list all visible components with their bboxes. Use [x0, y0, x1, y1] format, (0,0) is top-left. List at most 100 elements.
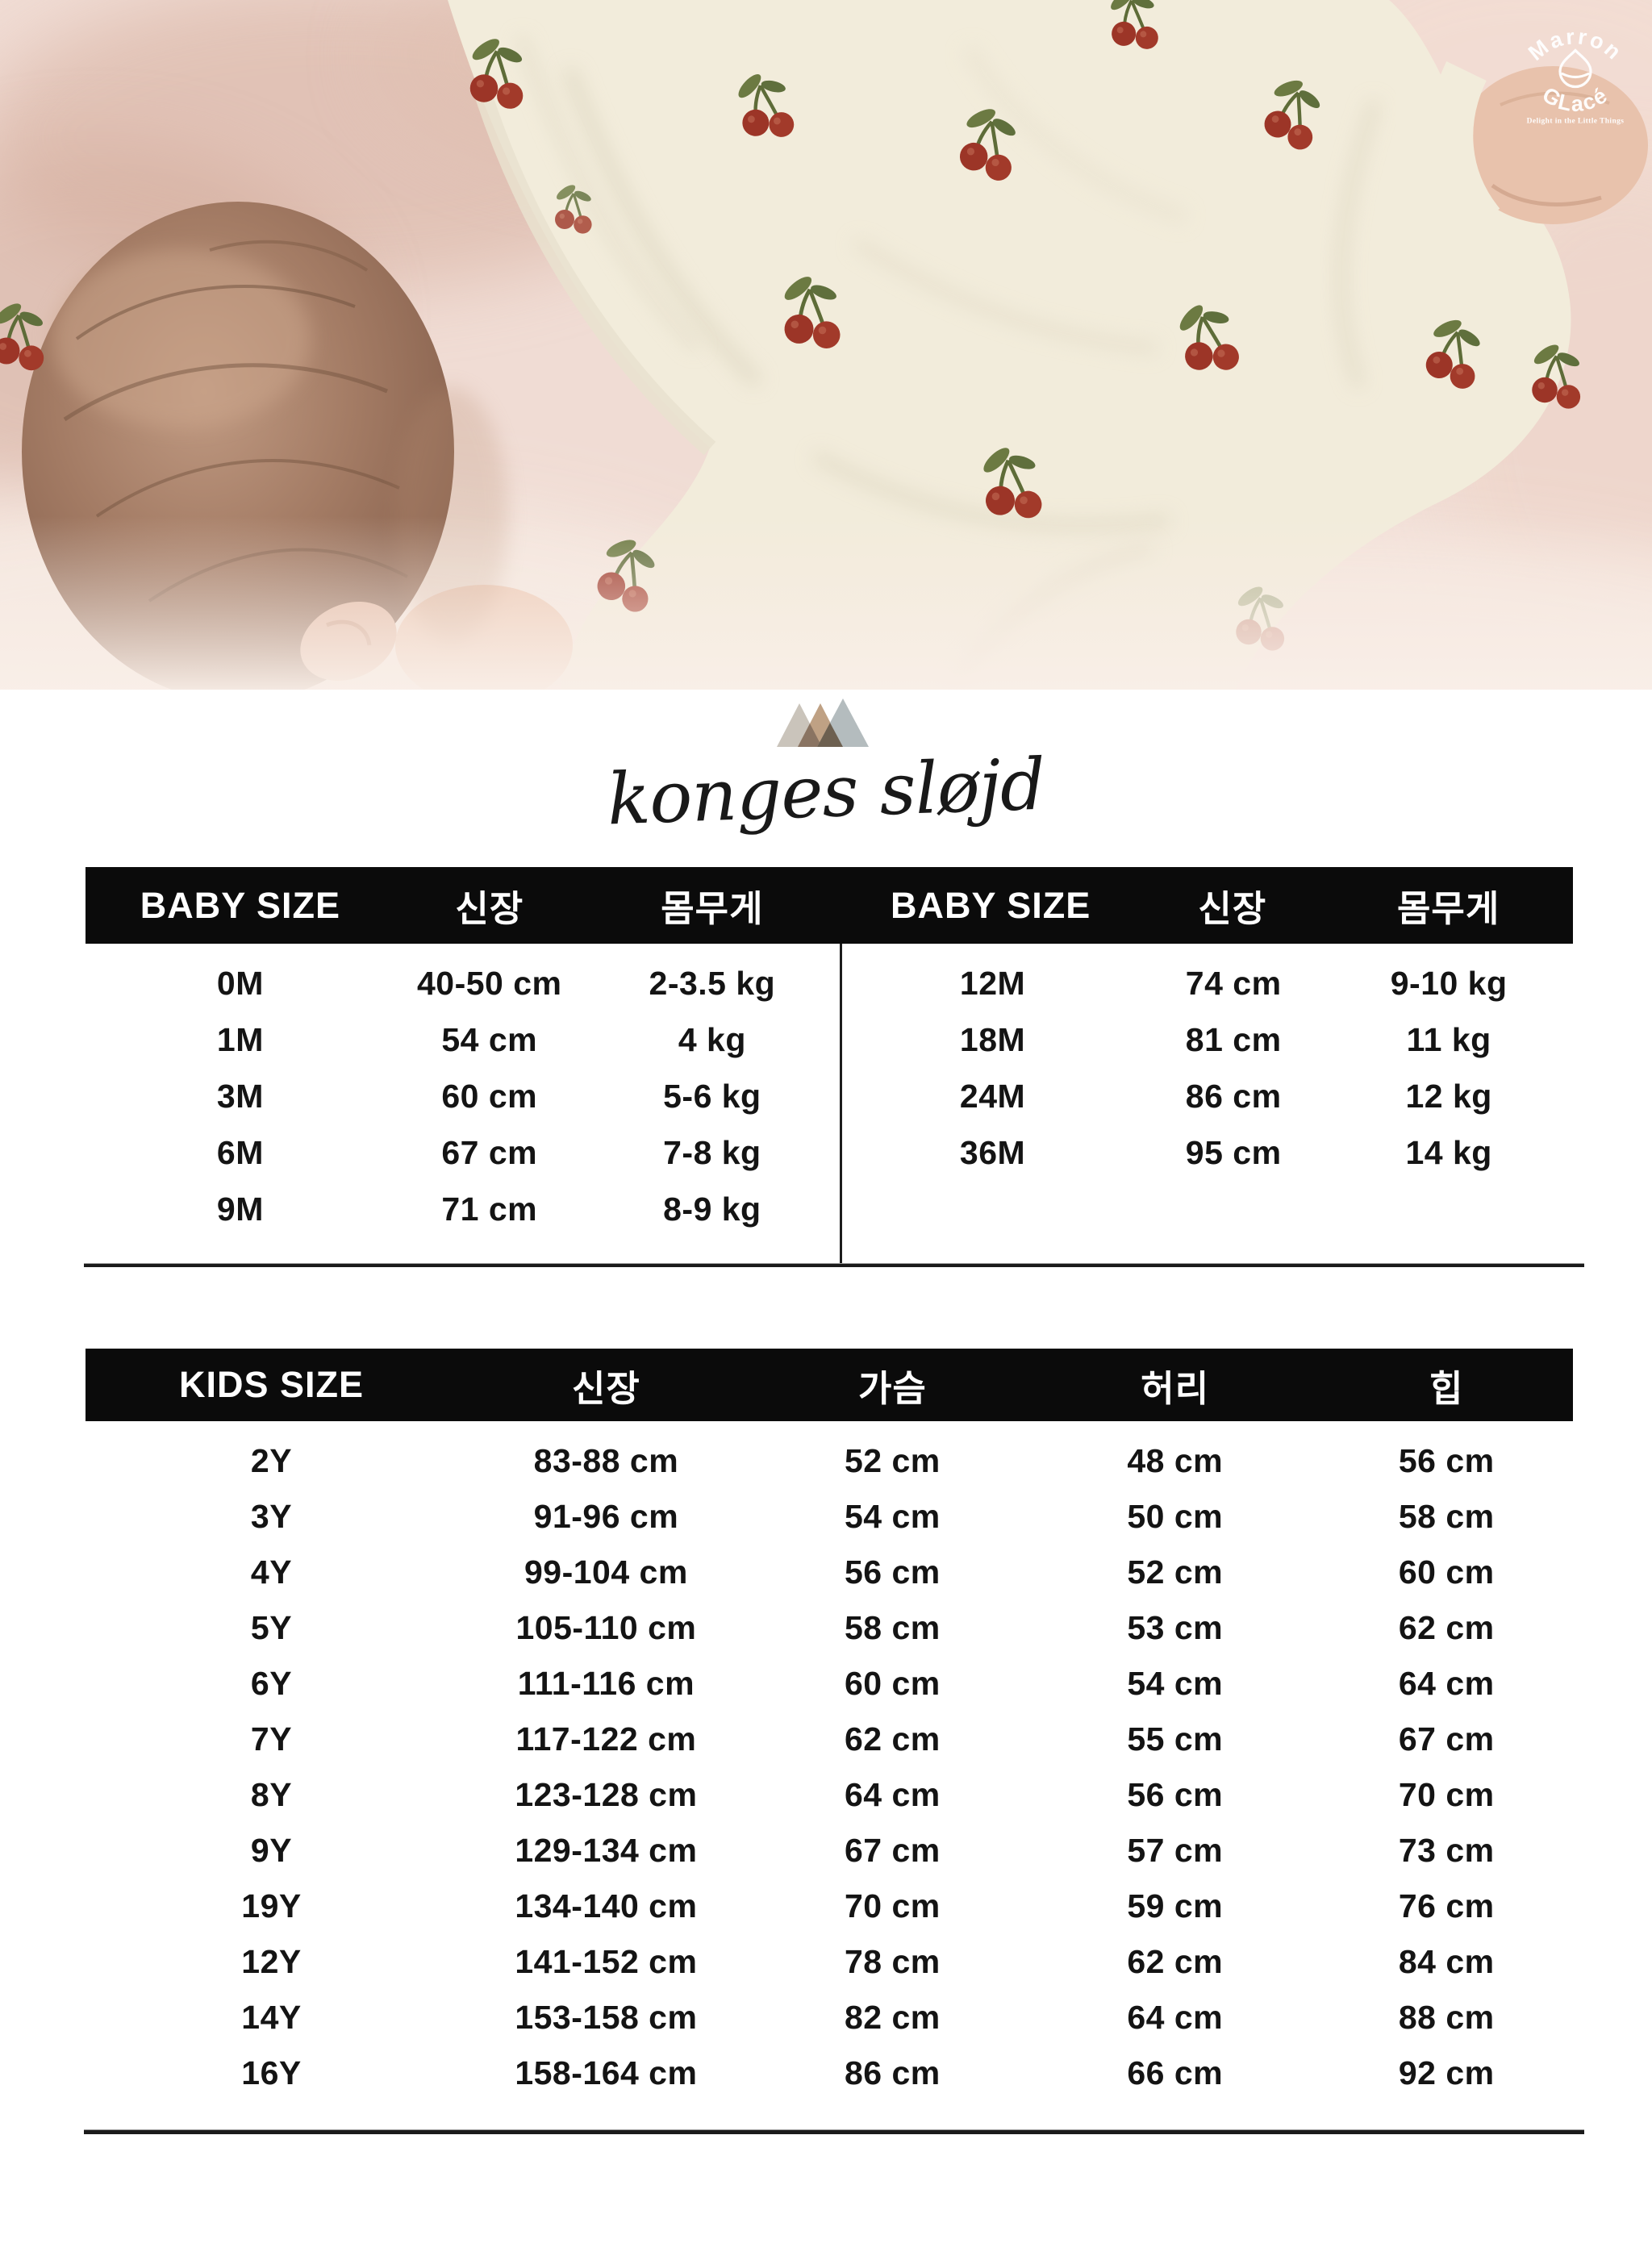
- table-cell: 1M: [216, 1020, 264, 1058]
- table-cell: 6M: [216, 1133, 264, 1171]
- table-cell: 16Y: [241, 2054, 302, 2091]
- table-cell: 52 cm: [844, 1442, 941, 1479]
- kids-table-underline: [84, 2129, 1584, 2134]
- column-header: 허리: [1141, 1367, 1210, 1409]
- table-cell: 5-6 kg: [663, 1077, 761, 1115]
- table-cell: 14 kg: [1405, 1133, 1492, 1171]
- table-cell: 58 cm: [1398, 1498, 1495, 1535]
- table-cell: 153-158 cm: [515, 1999, 698, 2036]
- table-row: 0M 40-50 cm 2-3.5 kg: [86, 955, 841, 1011]
- table-row: 6Y 111-116 cm 60 cm 54 cm 64 cm: [86, 1656, 1573, 1712]
- table-cell: 64 cm: [1127, 1999, 1224, 2036]
- table-cell: 71 cm: [441, 1190, 538, 1228]
- baby-table-header-right: BABY SIZE 신장 몸무게: [841, 867, 1573, 944]
- table-cell: 84 cm: [1398, 1943, 1495, 1980]
- table-row: 9Y 129-134 cm 67 cm 57 cm 73 cm: [86, 1823, 1573, 1879]
- table-cell: 54 cm: [844, 1498, 941, 1535]
- table-cell: 9M: [216, 1190, 264, 1228]
- table-divider: [840, 944, 842, 1264]
- table-cell: 56 cm: [1127, 1776, 1224, 1813]
- table-cell: 70 cm: [1398, 1776, 1495, 1813]
- brand-logo: konges sløjd: [0, 690, 1652, 867]
- table-cell: 40-50 cm: [416, 964, 562, 1002]
- table-cell: 12Y: [241, 1943, 302, 1980]
- baby-table-header: BABY SIZE 신장 몸무게 BABY SIZE 신장 몸무게: [86, 867, 1573, 944]
- table-row: 8Y 123-128 cm 64 cm 56 cm 70 cm: [86, 1767, 1573, 1823]
- baby-table-rows-left: 0M 40-50 cm 2-3.5 kg 1M 54 cm 4 kg 3M 60 cm 5-6 …: [86, 955, 841, 1237]
- table-cell: 123-128 cm: [515, 1776, 698, 1813]
- table-cell: 2-3.5 kg: [649, 964, 776, 1002]
- table-cell: 64 cm: [1398, 1665, 1495, 1702]
- table-cell: 57 cm: [1127, 1832, 1224, 1869]
- table-cell: 6Y: [250, 1665, 293, 1702]
- table-cell: 83-88 cm: [533, 1442, 679, 1479]
- table-cell: 74 cm: [1185, 964, 1282, 1002]
- table-cell: 8-9 kg: [663, 1190, 761, 1228]
- column-header: 가슴: [857, 1367, 927, 1409]
- kids-table-header: KIDS SIZE 신장 가슴 허리 힙: [86, 1349, 1573, 1421]
- table-row: 19Y 134-140 cm 70 cm 59 cm 76 cm: [86, 1879, 1573, 1934]
- table-cell: 81 cm: [1185, 1020, 1282, 1058]
- kids-table-rows: 2Y 83-88 cm 52 cm 48 cm 56 cm 3Y 91-96 cm 54 cm…: [86, 1433, 1573, 2101]
- table-row: 2Y 83-88 cm 52 cm 48 cm 56 cm: [86, 1433, 1573, 1489]
- table-cell: 67 cm: [1398, 1720, 1495, 1758]
- table-cell: 12M: [959, 964, 1026, 1002]
- table-cell: 78 cm: [844, 1943, 941, 1980]
- svg-text:Marron: Marron: [1524, 24, 1627, 65]
- baby-table-header-left: BABY SIZE 신장 몸무게: [86, 867, 841, 944]
- table-row: 6M 67 cm 7-8 kg: [86, 1124, 841, 1181]
- table-cell: 3M: [216, 1077, 264, 1115]
- table-cell: 56 cm: [844, 1553, 941, 1591]
- table-row: 3M 60 cm 5-6 kg: [86, 1068, 841, 1124]
- baby-table-rows-right: 12M 74 cm 9-10 kg 18M 81 cm 11 kg 24M 86 cm 12 k…: [843, 955, 1573, 1181]
- table-row: 7Y 117-122 cm 62 cm 55 cm 67 cm: [86, 1712, 1573, 1767]
- table-cell: 67 cm: [844, 1832, 941, 1869]
- table-row: 14Y 153-158 cm 82 cm 64 cm 88 cm: [86, 1990, 1573, 2045]
- table-row: 36M 95 cm 14 kg: [843, 1124, 1573, 1181]
- table-cell: 4Y: [250, 1553, 293, 1591]
- watermark-tagline: Delight in the Little Things: [1527, 118, 1625, 126]
- table-cell: 52 cm: [1127, 1553, 1224, 1591]
- baby-table-underline: [84, 1263, 1584, 1267]
- column-header: 힙: [1429, 1367, 1464, 1409]
- table-cell: 54 cm: [441, 1020, 538, 1058]
- table-cell: 58 cm: [844, 1609, 941, 1646]
- table-cell: 55 cm: [1127, 1720, 1224, 1758]
- table-cell: 88 cm: [1398, 1999, 1495, 2036]
- baby-photo: Marron GLacé Delight in the Little Thing…: [0, 0, 1652, 690]
- table-row: 1M 54 cm 4 kg: [86, 1011, 841, 1068]
- table-cell: 48 cm: [1127, 1442, 1224, 1479]
- table-cell: 129-134 cm: [515, 1832, 698, 1869]
- table-cell: 66 cm: [1127, 2054, 1224, 2091]
- table-cell: 3Y: [250, 1498, 293, 1535]
- table-cell: 99-104 cm: [524, 1553, 688, 1591]
- table-cell: 19Y: [241, 1887, 302, 1924]
- table-cell: 70 cm: [844, 1887, 941, 1924]
- baby-hand: [1429, 61, 1648, 237]
- table-cell: 158-164 cm: [515, 2054, 698, 2091]
- column-header: 신장: [571, 1367, 640, 1409]
- table-cell: 73 cm: [1398, 1832, 1495, 1869]
- table-cell: 60 cm: [844, 1665, 941, 1702]
- table-row: 24M 86 cm 12 kg: [843, 1068, 1573, 1124]
- table-cell: 111-116 cm: [517, 1665, 695, 1702]
- table-cell: 86 cm: [844, 2054, 941, 2091]
- column-header: BABY SIZE: [140, 884, 340, 926]
- table-cell: 0M: [216, 964, 264, 1002]
- table-cell: 56 cm: [1398, 1442, 1495, 1479]
- table-cell: 105-110 cm: [515, 1609, 697, 1646]
- table-cell: 24M: [959, 1077, 1026, 1115]
- table-cell: 60 cm: [1398, 1553, 1495, 1591]
- table-cell: 36M: [959, 1133, 1026, 1171]
- table-row: 3Y 91-96 cm 54 cm 50 cm 58 cm: [86, 1489, 1573, 1545]
- table-cell: 9-10 kg: [1390, 964, 1508, 1002]
- table-cell: 4 kg: [678, 1020, 746, 1058]
- table-cell: 8Y: [250, 1776, 293, 1813]
- column-header: 신장: [1198, 888, 1267, 929]
- table-cell: 59 cm: [1127, 1887, 1224, 1924]
- table-cell: 92 cm: [1398, 2054, 1495, 2091]
- brand-triangles-icon: [777, 698, 869, 747]
- table-cell: 2Y: [250, 1442, 293, 1479]
- table-row: 18M 81 cm 11 kg: [843, 1011, 1573, 1068]
